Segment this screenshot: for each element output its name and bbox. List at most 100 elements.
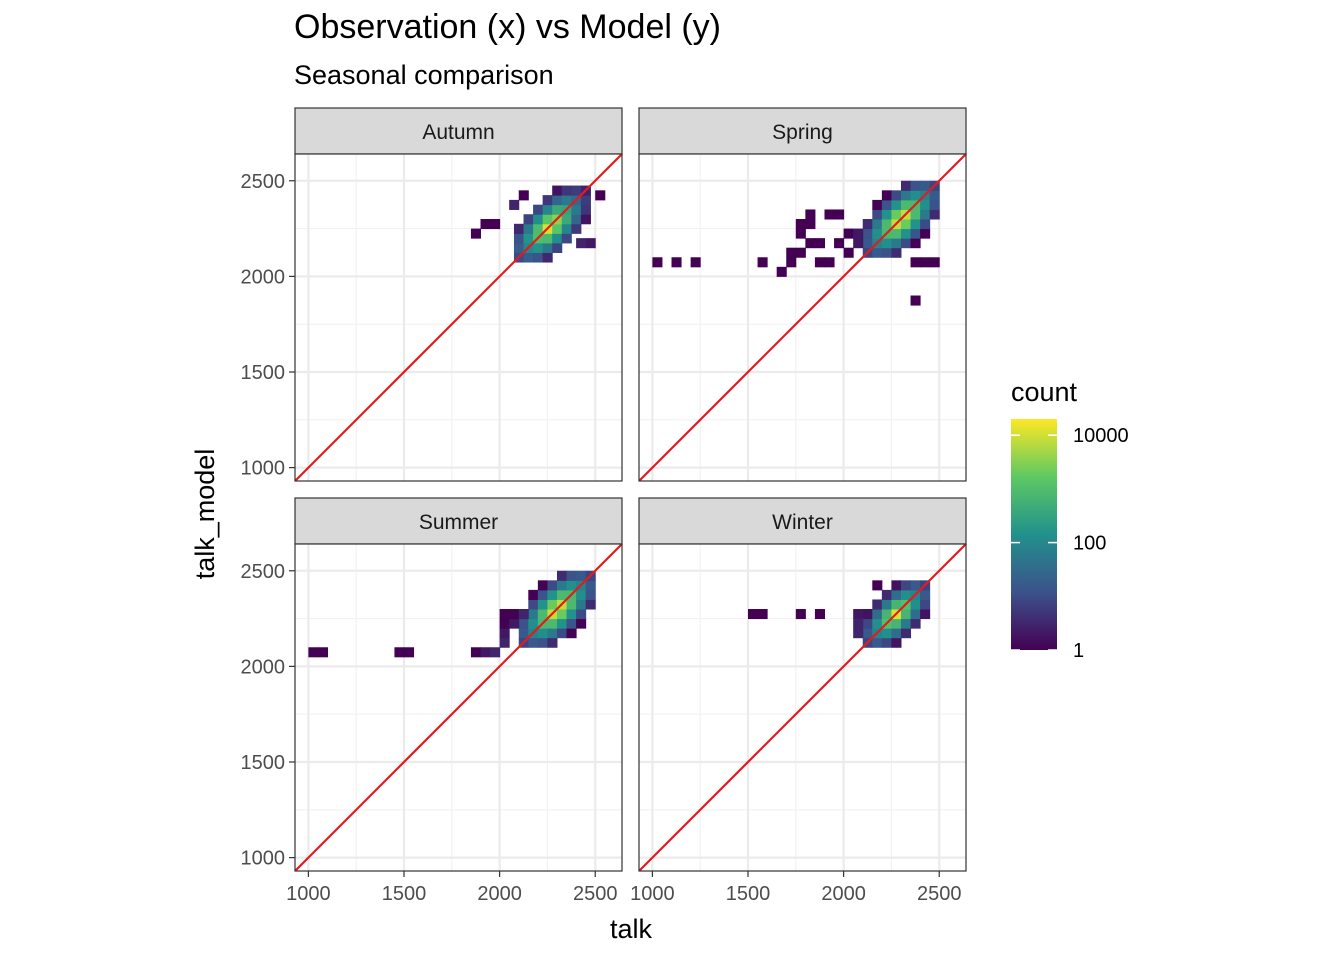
- bin-cell: [566, 609, 577, 620]
- bin-cell: [528, 637, 539, 648]
- y-tick-label: 1000: [241, 848, 286, 870]
- bin-cell: [891, 599, 902, 610]
- bin-cell: [881, 219, 892, 230]
- bin-cell: [518, 190, 529, 201]
- bin-cell: [585, 589, 596, 600]
- bin-cell: [824, 257, 835, 268]
- bin-cell: [862, 219, 873, 230]
- bin-cell: [872, 209, 883, 220]
- bin-cell: [891, 618, 902, 629]
- bin-cell: [556, 618, 568, 629]
- bin-cell: [580, 214, 591, 225]
- bin-cell: [805, 238, 816, 249]
- bin-cell: [920, 228, 931, 239]
- bin-cell: [556, 589, 568, 600]
- bin-cell: [776, 266, 787, 277]
- bin-cell: [571, 204, 582, 215]
- identity-line: [295, 544, 622, 871]
- bins: [308, 570, 596, 658]
- bin-cell: [900, 238, 912, 249]
- bin-cell: [671, 257, 682, 268]
- bin-cell: [881, 599, 892, 610]
- bin-cell: [910, 238, 921, 249]
- y-tick-label: 2000: [241, 656, 286, 678]
- bin-cell: [595, 190, 606, 201]
- bin-cell: [556, 570, 568, 581]
- bin-cell: [523, 214, 534, 225]
- bin-cell: [533, 242, 544, 253]
- bin-cell: [862, 628, 873, 639]
- x-tick-label: 1500: [726, 883, 771, 905]
- bin-cell: [881, 589, 892, 600]
- bin-cell: [556, 609, 568, 620]
- y-tick-label: 2500: [241, 561, 286, 583]
- bin-cell: [805, 209, 816, 220]
- bin-cell: [499, 637, 510, 648]
- facet-winter: Winter: [638, 497, 967, 872]
- bin-cell: [308, 647, 319, 658]
- bin-cell: [853, 618, 864, 629]
- identity-line: [639, 154, 966, 481]
- bin-cell: [872, 247, 883, 258]
- bin-cell: [900, 589, 912, 600]
- bin-cell: [552, 242, 563, 253]
- facet-autumn: Autumn: [294, 107, 623, 482]
- bin-cell: [585, 238, 596, 249]
- bin-cell: [900, 580, 912, 591]
- facet-summer: Summer: [294, 497, 623, 872]
- bin-cell: [537, 599, 548, 610]
- bin-cell: [900, 618, 912, 629]
- bin-cell: [920, 599, 931, 610]
- bin-cell: [513, 233, 525, 244]
- colorbar: [1011, 419, 1057, 650]
- bin-cell: [561, 214, 572, 225]
- bin-cell: [480, 219, 491, 230]
- bin-cell: [394, 647, 405, 658]
- bin-cell: [561, 223, 572, 234]
- bin-cell: [891, 238, 902, 249]
- bin-cell: [528, 609, 539, 620]
- bin-cell: [566, 628, 577, 639]
- bin-cell: [872, 219, 883, 230]
- legend-break-label: 10000: [1073, 425, 1129, 447]
- bin-cell: [652, 257, 663, 268]
- bin-cell: [834, 209, 845, 220]
- bin-cell: [891, 209, 902, 220]
- bin-cell: [920, 209, 931, 220]
- bin-cell: [499, 609, 510, 620]
- facet-strip: [638, 497, 967, 545]
- bin-cell: [513, 242, 525, 253]
- bin-cell: [509, 618, 520, 629]
- bin-cell: [547, 628, 558, 639]
- bin-cell: [576, 589, 587, 600]
- x-tick-label: 2500: [573, 883, 618, 905]
- bin-cell: [556, 628, 568, 639]
- bin-cell: [547, 637, 558, 648]
- bin-cell: [900, 180, 912, 191]
- bin-cell: [891, 190, 902, 201]
- bin-cell: [920, 219, 931, 230]
- bin-cell: [552, 195, 563, 206]
- bin-cell: [853, 238, 864, 249]
- bin-cell: [920, 180, 931, 191]
- bin-cell: [920, 257, 931, 268]
- panel-border: [638, 153, 967, 482]
- bin-cell: [910, 609, 921, 620]
- bin-cell: [518, 628, 529, 639]
- bin-cell: [910, 618, 921, 629]
- bin-cell: [528, 618, 539, 629]
- bin-cell: [872, 228, 883, 239]
- bin-cell: [900, 228, 912, 239]
- bin-cell: [566, 580, 577, 591]
- bin-cell: [795, 609, 806, 620]
- bin-cell: [910, 295, 921, 306]
- bin-cell: [795, 219, 806, 230]
- bin-cell: [929, 190, 940, 201]
- bin-cell: [891, 228, 902, 239]
- bin-cell: [542, 214, 553, 225]
- bin-cell: [843, 247, 854, 258]
- chart-title: Observation (x) vs Model (y): [294, 8, 721, 46]
- bin-cell: [585, 599, 596, 610]
- bin-cell: [537, 637, 548, 648]
- chart-subtitle: Seasonal comparison: [294, 60, 554, 90]
